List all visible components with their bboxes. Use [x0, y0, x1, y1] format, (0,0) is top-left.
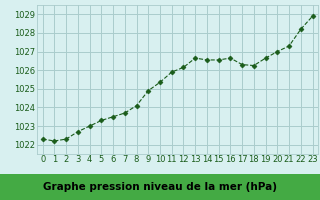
Text: Graphe pression niveau de la mer (hPa): Graphe pression niveau de la mer (hPa) [43, 182, 277, 192]
